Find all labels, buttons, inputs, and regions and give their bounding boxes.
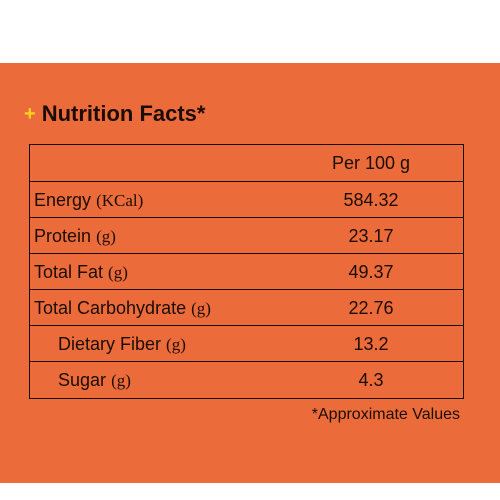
- nutrient-name: Sugar (g): [58, 370, 131, 390]
- nutrition-title: Nutrition Facts*: [41, 101, 206, 126]
- plus-icon: +: [24, 103, 36, 125]
- nutrient-name: Dietary Fiber (g): [58, 334, 186, 354]
- nutrient-value: 23.17: [348, 226, 394, 246]
- nutrient-value: 4.3: [358, 370, 384, 390]
- nutrition-heading: + Nutrition Facts*: [24, 99, 205, 129]
- nutrient-name: Energy (KCal): [34, 190, 144, 210]
- nutrient-unit: (g): [191, 299, 211, 318]
- nutrient-unit: (g): [96, 227, 116, 246]
- nutrient-name: Protein (g): [34, 226, 116, 246]
- table-row-total-carbohydrate: Total Carbohydrate (g) 22.76: [30, 289, 463, 325]
- table-header-row: Per 100 g: [30, 145, 463, 181]
- nutrition-table: Per 100 g Energy (KCal) 584.32 Protein (…: [29, 144, 464, 399]
- nutrient-value: 584.32: [343, 190, 399, 210]
- nutrient-name: Total Carbohydrate (g): [34, 298, 211, 318]
- table-row-sugar: Sugar (g) 4.3: [30, 361, 463, 397]
- nutrient-unit: (g): [111, 371, 131, 390]
- nutrient-value: 22.76: [348, 298, 394, 318]
- approximate-values-footnote: *Approximate Values: [311, 406, 460, 423]
- nutrient-name: Total Fat (g): [34, 262, 128, 282]
- nutrient-value: 13.2: [353, 334, 389, 354]
- nutrient-unit: (g): [166, 335, 186, 354]
- column-header-per-100g: Per 100 g: [331, 153, 411, 173]
- table-row-total-fat: Total Fat (g) 49.37: [30, 253, 463, 289]
- table-row-dietary-fiber: Dietary Fiber (g) 13.2: [30, 325, 463, 361]
- table-row-energy: Energy (KCal) 584.32: [30, 181, 463, 217]
- nutrient-value: 49.37: [348, 262, 394, 282]
- nutrient-unit: (g): [108, 263, 128, 282]
- nutrition-panel: + Nutrition Facts* Per 100 g Energy (KCa…: [0, 63, 500, 483]
- table-row-protein: Protein (g) 23.17: [30, 217, 463, 253]
- nutrient-unit: (KCal): [96, 191, 144, 210]
